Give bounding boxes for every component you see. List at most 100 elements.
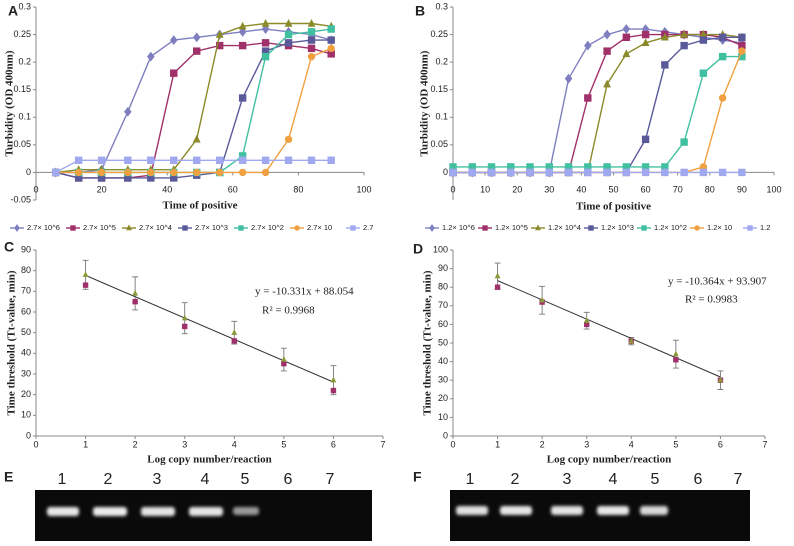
- y-tick-label: -0.05: [10, 194, 31, 204]
- y-tick-label: 70: [438, 300, 448, 310]
- y-tick-label: 0.25: [430, 29, 448, 39]
- data-point: [680, 138, 688, 146]
- data-point: [494, 284, 501, 290]
- data-point: [327, 25, 335, 33]
- trend-equation: y = -10.331x + 88.054: [255, 286, 354, 298]
- trend-line: [85, 274, 334, 383]
- legend-marker: [126, 224, 132, 231]
- legend-marker: [350, 225, 356, 231]
- data-point: [132, 289, 139, 296]
- panel-label: B: [415, 3, 425, 19]
- data-point: [193, 168, 201, 177]
- x-tick-label: 5: [673, 439, 678, 449]
- data-point: [280, 355, 287, 362]
- x-tick-label: 3: [584, 439, 589, 449]
- band: [500, 506, 532, 515]
- data-point: [281, 360, 287, 367]
- y-tick-label: 0.1: [435, 112, 448, 122]
- y-tick-label: 70: [21, 286, 31, 296]
- data-point: [641, 168, 650, 177]
- data-point: [238, 21, 247, 30]
- data-point: [193, 47, 201, 55]
- data-point: [641, 38, 650, 47]
- data-point: [169, 35, 178, 45]
- x-axis-title: Log copy number/reaction: [547, 454, 671, 466]
- data-point: [124, 156, 132, 164]
- data-point: [661, 61, 669, 69]
- x-tick-label: 2: [540, 439, 545, 449]
- legend-marker: [747, 225, 753, 231]
- data-point: [738, 168, 746, 177]
- legend-marker: [429, 224, 435, 232]
- data-point: [261, 18, 270, 27]
- x-tick-label: 50: [608, 184, 618, 194]
- x-tick-label: 7: [380, 439, 385, 449]
- panel-label: C: [4, 239, 14, 255]
- y-tick-label: 60: [21, 306, 31, 316]
- data-point: [193, 156, 201, 164]
- data-point: [718, 94, 727, 102]
- x-axis-title: Time of positive: [576, 201, 651, 213]
- y-tick-label: 10: [21, 410, 31, 420]
- data-point: [738, 33, 746, 42]
- x-tick-label: 90: [737, 184, 747, 194]
- y-tick-label: 0: [443, 430, 448, 440]
- data-point: [261, 168, 270, 177]
- data-point: [672, 350, 679, 357]
- series-line: [453, 55, 742, 168]
- data-point: [680, 168, 688, 177]
- data-point: [603, 168, 611, 177]
- band: [47, 507, 79, 516]
- data-point: [170, 168, 178, 177]
- data-point: [238, 94, 247, 102]
- data-point: [622, 49, 631, 58]
- y-tick-label: 30: [438, 375, 448, 385]
- data-point: [603, 79, 611, 88]
- y-tick-label: 80: [438, 282, 448, 292]
- data-point: [215, 156, 224, 164]
- data-point: [622, 168, 631, 177]
- data-point: [74, 168, 83, 177]
- data-point: [74, 156, 83, 164]
- y-tick-label: 0.3: [18, 1, 31, 11]
- data-point: [564, 73, 573, 84]
- data-point: [738, 47, 746, 55]
- band: [597, 506, 629, 515]
- data-point: [494, 272, 501, 279]
- y-tick-label: 0.25: [13, 29, 31, 39]
- data-point: [718, 52, 727, 61]
- x-tick-label: 80: [293, 184, 303, 194]
- data-point: [307, 18, 316, 27]
- y-tick-label: 20: [438, 393, 448, 403]
- legend-marker: [641, 225, 647, 231]
- x-tick-label: 1: [83, 439, 88, 449]
- y-tick-label: 0.3: [435, 1, 448, 11]
- data-point: [327, 44, 335, 53]
- band: [551, 506, 583, 515]
- data-point: [603, 29, 611, 40]
- x-tick-label: 60: [641, 184, 651, 194]
- lane-label: 2: [511, 471, 520, 488]
- lane-label: 3: [563, 471, 572, 488]
- lane-label: 5: [241, 471, 250, 488]
- bands: [456, 506, 668, 515]
- data-point: [147, 168, 155, 177]
- data-point: [261, 52, 270, 61]
- data-point: [261, 39, 270, 47]
- data-point: [147, 156, 155, 164]
- data-point: [718, 168, 727, 177]
- y-tick-label: 0.15: [13, 84, 31, 94]
- data-point: [124, 168, 132, 177]
- y-tick-label: 90: [21, 244, 31, 254]
- x-tick-label: 0: [450, 184, 455, 194]
- y-axis-title: Turbidity (OD 400nm): [4, 50, 16, 156]
- y-tick-label: 40: [21, 348, 31, 358]
- data-point: [238, 156, 247, 164]
- trend-line: [497, 280, 721, 378]
- lane-label: 6: [694, 471, 703, 488]
- data-point: [487, 168, 496, 177]
- x-tick-label: 100: [356, 184, 371, 194]
- data-point: [147, 51, 155, 62]
- data-point: [215, 41, 224, 50]
- data-point: [564, 168, 573, 177]
